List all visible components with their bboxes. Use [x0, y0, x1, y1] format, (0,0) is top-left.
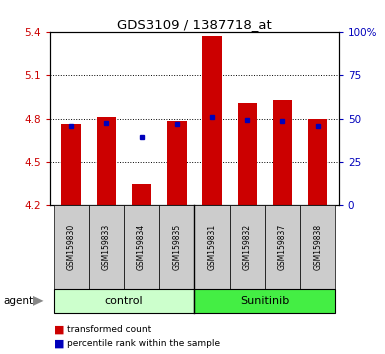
Polygon shape — [33, 296, 44, 306]
Text: GSM159830: GSM159830 — [67, 224, 76, 270]
Title: GDS3109 / 1387718_at: GDS3109 / 1387718_at — [117, 18, 272, 31]
Text: GSM159837: GSM159837 — [278, 224, 287, 270]
Bar — [238, 103, 257, 205]
Text: GSM159835: GSM159835 — [172, 224, 181, 270]
Text: GSM159832: GSM159832 — [243, 224, 252, 270]
Text: control: control — [105, 296, 143, 306]
Bar — [97, 117, 116, 205]
Text: ■: ■ — [54, 338, 64, 348]
Text: percentile rank within the sample: percentile rank within the sample — [67, 339, 221, 348]
Text: agent: agent — [4, 296, 34, 306]
Bar — [203, 36, 222, 205]
Text: GSM159833: GSM159833 — [102, 224, 111, 270]
Bar — [308, 119, 327, 205]
Bar — [167, 121, 186, 205]
Bar — [132, 184, 151, 205]
Text: GSM159838: GSM159838 — [313, 224, 322, 270]
Bar — [273, 100, 292, 205]
Text: ■: ■ — [54, 324, 64, 334]
Text: GSM159834: GSM159834 — [137, 224, 146, 270]
Text: transformed count: transformed count — [67, 325, 152, 334]
Text: Sunitinib: Sunitinib — [240, 296, 290, 306]
Text: GSM159831: GSM159831 — [208, 224, 216, 270]
Bar — [62, 124, 81, 205]
